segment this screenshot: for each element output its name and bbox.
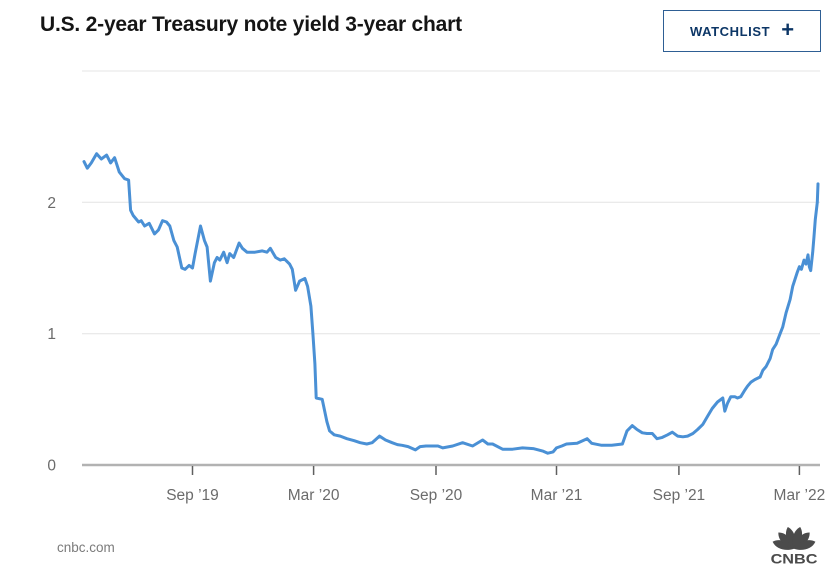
plus-icon: + [781, 17, 795, 42]
source-attribution: cnbc.com [57, 540, 115, 555]
watchlist-add-button[interactable]: WATCHLIST + [663, 10, 821, 52]
y-tick-label: 0 [47, 458, 56, 475]
page-title: U.S. 2-year Treasury note yield 3-year c… [40, 13, 462, 36]
y-tick-label: 2 [47, 195, 56, 212]
y-tick-label: 1 [47, 326, 56, 343]
x-tick-label: Mar ’21 [531, 487, 583, 504]
cnbc-logo: CNBC [771, 527, 818, 567]
peacock-icon [772, 527, 816, 550]
x-tick-label: Sep ’19 [166, 487, 219, 504]
x-tick-label: Mar ’22 [774, 487, 826, 504]
x-tick-label: Mar ’20 [288, 487, 340, 504]
cnbc-wordmark: CNBC [771, 551, 818, 567]
x-tick-label: Sep ’20 [410, 487, 463, 504]
watchlist-button-label: WATCHLIST [689, 23, 771, 39]
x-tick-label: Sep ’21 [653, 487, 706, 504]
yield-line-series [82, 152, 820, 455]
yield-line-chart[interactable]: 0 1 2 Sep ’19 Mar ’20 Sep ’20 Mar ’21 Sep ’21 Ma… [0, 0, 832, 515]
